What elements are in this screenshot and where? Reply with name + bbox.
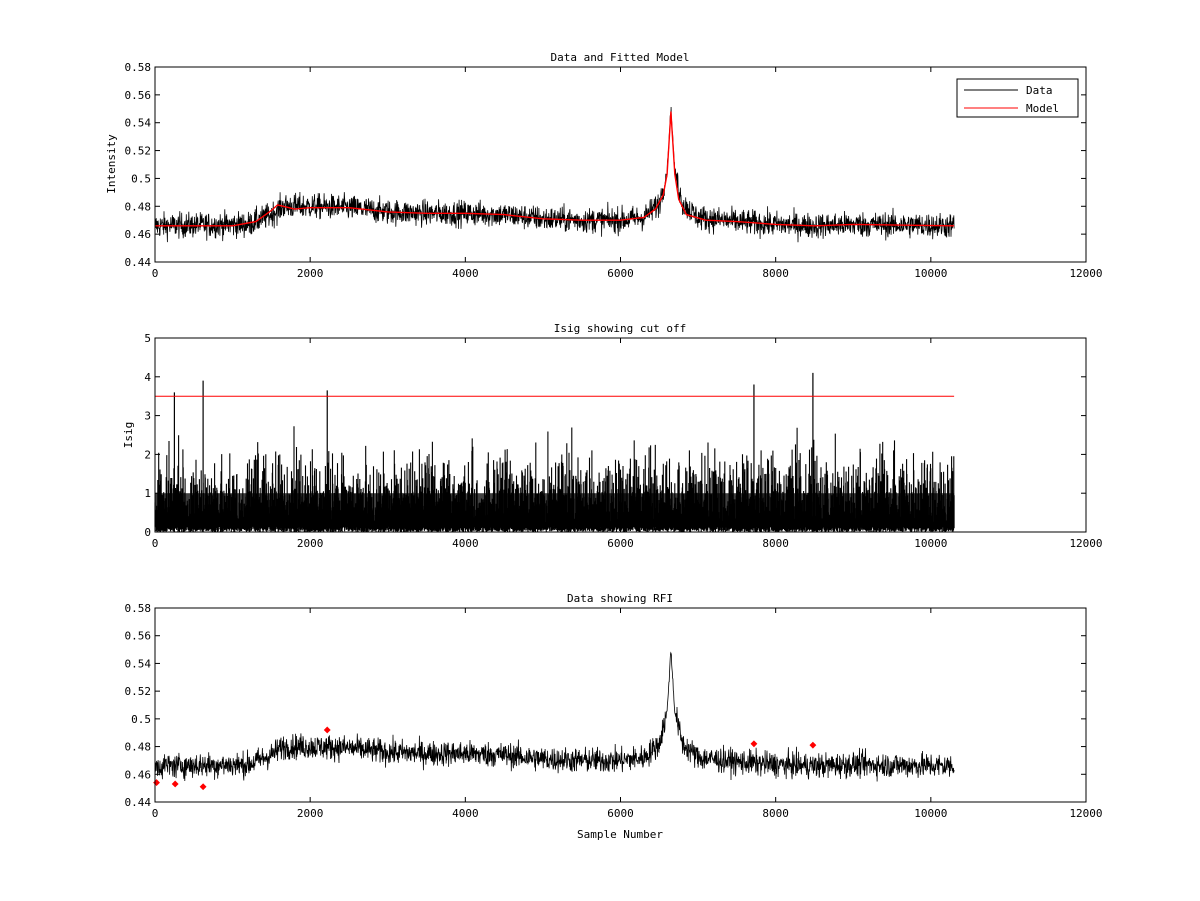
panel-2-ticks: 0 2000 4000 6000 8000 10000 12000 0 1 2 3 4 5 [144, 332, 1102, 550]
x-tick-label: 0 [152, 537, 159, 550]
panel-1-ylabel: Intensity [105, 134, 118, 194]
panel-2-ylabel: Isig [122, 422, 135, 449]
y-tick-label: 0.58 [125, 602, 152, 615]
y-tick-label: 0.44 [125, 256, 152, 269]
y-tick-label: 0.46 [125, 228, 152, 241]
x-tick-label: 4000 [452, 537, 479, 550]
y-tick-label: 1 [144, 487, 151, 500]
x-axis-label: Sample Number [577, 828, 663, 841]
y-tick-label: 0.54 [125, 117, 152, 130]
x-tick-label: 2000 [297, 267, 324, 280]
y-tick-label: 0.46 [125, 768, 152, 781]
y-tick-label: 0.44 [125, 796, 152, 809]
x-tick-label: 6000 [607, 267, 634, 280]
x-tick-label: 6000 [607, 537, 634, 550]
isig-core-band [155, 493, 955, 528]
rfi-marker [323, 726, 331, 734]
y-tick-label: 0.54 [125, 657, 152, 670]
series-data-line [154, 651, 955, 782]
x-tick-label: 4000 [452, 807, 479, 820]
x-tick-label: 12000 [1069, 267, 1102, 280]
x-tick-label: 2000 [297, 807, 324, 820]
series-model-line [155, 111, 955, 227]
y-tick-label: 0 [144, 526, 151, 539]
x-tick-label: 10000 [914, 807, 947, 820]
x-tick-label: 10000 [914, 537, 947, 550]
panel-fitted-model: Data and Fitted Model Intensity 0 2000 400… [105, 51, 1103, 280]
legend-data-label: Data [1026, 84, 1053, 97]
y-tick-label: 0.56 [125, 630, 152, 643]
panel-1-title: Data and Fitted Model [550, 51, 689, 64]
panel-rfi: Data showing RFI 0 2000 4000 6000 8000 10000 1… [125, 592, 1103, 841]
y-tick-label: 0.56 [125, 89, 152, 102]
panel-3-ticks: 0 2000 4000 6000 8000 10000 12000 0.44 0.46 0.48 0… [125, 602, 1103, 820]
rfi-marker [171, 780, 179, 788]
x-tick-label: 0 [152, 267, 159, 280]
y-tick-label: 0.58 [125, 61, 152, 74]
y-tick-label: 3 [144, 410, 151, 423]
x-tick-label: 2000 [297, 537, 324, 550]
x-tick-label: 12000 [1069, 807, 1102, 820]
y-tick-label: 4 [144, 371, 151, 384]
rfi-marker [199, 783, 207, 791]
panel-2-plot-area [154, 372, 955, 532]
y-tick-label: 5 [144, 332, 151, 345]
panel-1-ticks: 0 2000 4000 6000 8000 10000 12000 0.44 0.46 0.48 0… [125, 61, 1103, 280]
rfi-marker [750, 740, 758, 748]
y-tick-label: 0.5 [131, 713, 151, 726]
x-tick-label: 0 [152, 807, 159, 820]
panel-1-plot-area [154, 106, 955, 243]
x-tick-label: 8000 [762, 537, 789, 550]
y-tick-label: 0.48 [125, 741, 152, 754]
y-tick-label: 0.48 [125, 200, 152, 213]
y-tick-label: 0.52 [125, 685, 152, 698]
legend-box [956, 78, 1079, 118]
y-tick-label: 2 [144, 448, 151, 461]
legend-model-label: Model [1026, 102, 1059, 115]
panel-3-title: Data showing RFI [567, 592, 673, 605]
series-data-line [154, 106, 955, 243]
panel-isig: Isig showing cut off Isig 0 2000 4000 6000 8… [122, 322, 1103, 550]
x-tick-label: 6000 [607, 807, 634, 820]
x-tick-label: 8000 [762, 267, 789, 280]
panel-2-title: Isig showing cut off [554, 322, 686, 335]
legend: Data Model [956, 78, 1079, 118]
x-tick-label: 4000 [452, 267, 479, 280]
x-tick-label: 12000 [1069, 537, 1102, 550]
rfi-marker [809, 741, 817, 749]
x-tick-label: 10000 [914, 267, 947, 280]
y-tick-label: 0.5 [131, 172, 151, 185]
y-tick-label: 0.52 [125, 145, 152, 158]
x-tick-label: 8000 [762, 807, 789, 820]
